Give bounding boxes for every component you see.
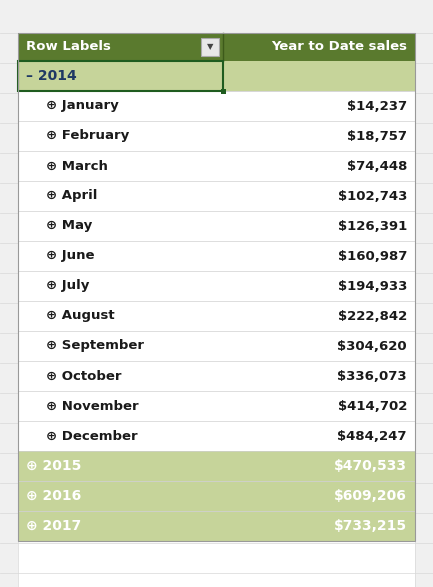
Text: Year to Date sales: Year to Date sales [271,41,407,53]
Text: $222,842: $222,842 [338,309,407,322]
Text: $160,987: $160,987 [338,249,407,262]
Text: ⊕ April: ⊕ April [46,190,97,203]
Text: $733,215: $733,215 [334,519,407,533]
Bar [18,91,415,121]
Text: Row Labels: Row Labels [26,41,111,53]
Bar [18,511,415,541]
Bar [18,61,415,91]
Text: $414,702: $414,702 [338,400,407,413]
Text: $74,448: $74,448 [347,160,407,173]
Text: ⊕ May: ⊕ May [46,220,92,232]
Text: $14,237: $14,237 [347,100,407,113]
Bar [18,421,415,451]
Text: $102,743: $102,743 [338,190,407,203]
Text: ⊕ October: ⊕ October [46,369,122,383]
Bar [18,301,415,331]
Text: ⊕ February: ⊕ February [46,130,129,143]
Bar [18,211,415,241]
Text: ⊕ June: ⊕ June [46,249,94,262]
Bar [221,89,226,94]
Bar [18,361,415,391]
Text: $336,073: $336,073 [337,369,407,383]
Bar [18,331,415,361]
Bar [18,271,415,301]
Text: ⊕ August: ⊕ August [46,309,115,322]
Bar [18,241,415,271]
Bar [18,481,415,511]
Bar [18,391,415,421]
Text: ⊕ September: ⊕ September [46,339,144,353]
Bar [18,33,415,541]
Text: $18,757: $18,757 [347,130,407,143]
Bar [18,181,415,211]
Bar [201,38,219,56]
Text: ⊕ 2016: ⊕ 2016 [26,489,81,503]
Text: $304,620: $304,620 [337,339,407,353]
Text: $126,391: $126,391 [338,220,407,232]
Text: ▼: ▼ [207,42,213,52]
Text: ⊕ March: ⊕ March [46,160,108,173]
Text: ⊕ December: ⊕ December [46,430,138,443]
Text: ⊕ 2015: ⊕ 2015 [26,459,81,473]
Text: ⊕ January: ⊕ January [46,100,119,113]
Text: $609,206: $609,206 [334,489,407,503]
Bar [18,451,415,481]
Text: – 2014: – 2014 [26,69,77,83]
Text: $194,933: $194,933 [338,279,407,292]
Text: $484,247: $484,247 [337,430,407,443]
Bar [18,121,415,151]
Bar [18,61,223,91]
Text: ⊕ November: ⊕ November [46,400,139,413]
Bar [18,151,415,181]
Text: ⊕ 2017: ⊕ 2017 [26,519,81,533]
Text: ⊕ July: ⊕ July [46,279,89,292]
Text: $470,533: $470,533 [334,459,407,473]
Bar [18,61,415,587]
Bar [18,33,415,61]
